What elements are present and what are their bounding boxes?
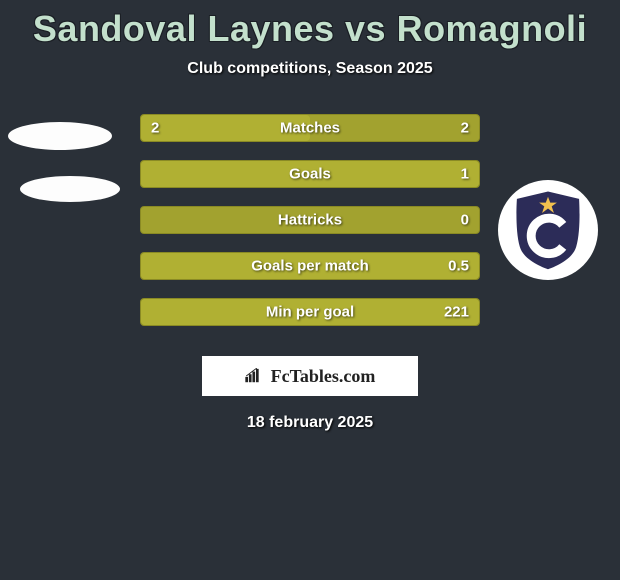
stat-value-left: 2	[151, 120, 159, 137]
date-text: 18 february 2025	[0, 414, 620, 432]
page-title: Sandoval Laynes vs Romagnoli	[0, 0, 620, 50]
stat-bar: 0 Hattricks	[140, 206, 480, 234]
stat-row: 221 Min per goal	[0, 298, 620, 344]
stat-row: 1 Goals	[0, 160, 620, 206]
stat-label: Goals per match	[251, 258, 369, 275]
subtitle: Club competitions, Season 2025	[0, 60, 620, 78]
stat-label: Goals	[289, 166, 331, 183]
stat-bar: 0.5 Goals per match	[140, 252, 480, 280]
stat-value-right: 2	[461, 120, 469, 137]
stat-label: Min per goal	[266, 304, 354, 321]
brand-box: FcTables.com	[202, 356, 418, 396]
stat-value-right: 221	[444, 304, 469, 321]
stat-label: Matches	[280, 120, 340, 137]
chart-icon	[245, 368, 267, 384]
stats-rows: 2 2 Matches 1 Goals 0 Hattricks 0.5 Goals per ma…	[0, 114, 620, 344]
stat-label: Hattricks	[278, 212, 342, 229]
stat-value-right: 0.5	[448, 258, 469, 275]
stat-row: 0.5 Goals per match	[0, 252, 620, 298]
stat-value-right: 0	[461, 212, 469, 229]
stat-row: 2 2 Matches	[0, 114, 620, 160]
stat-row: 0 Hattricks	[0, 206, 620, 252]
stat-value-right: 1	[461, 166, 469, 183]
stat-bar: 2 2 Matches	[140, 114, 480, 142]
stat-bar: 221 Min per goal	[140, 298, 480, 326]
stat-bar: 1 Goals	[140, 160, 480, 188]
brand-text: FcTables.com	[271, 366, 376, 387]
